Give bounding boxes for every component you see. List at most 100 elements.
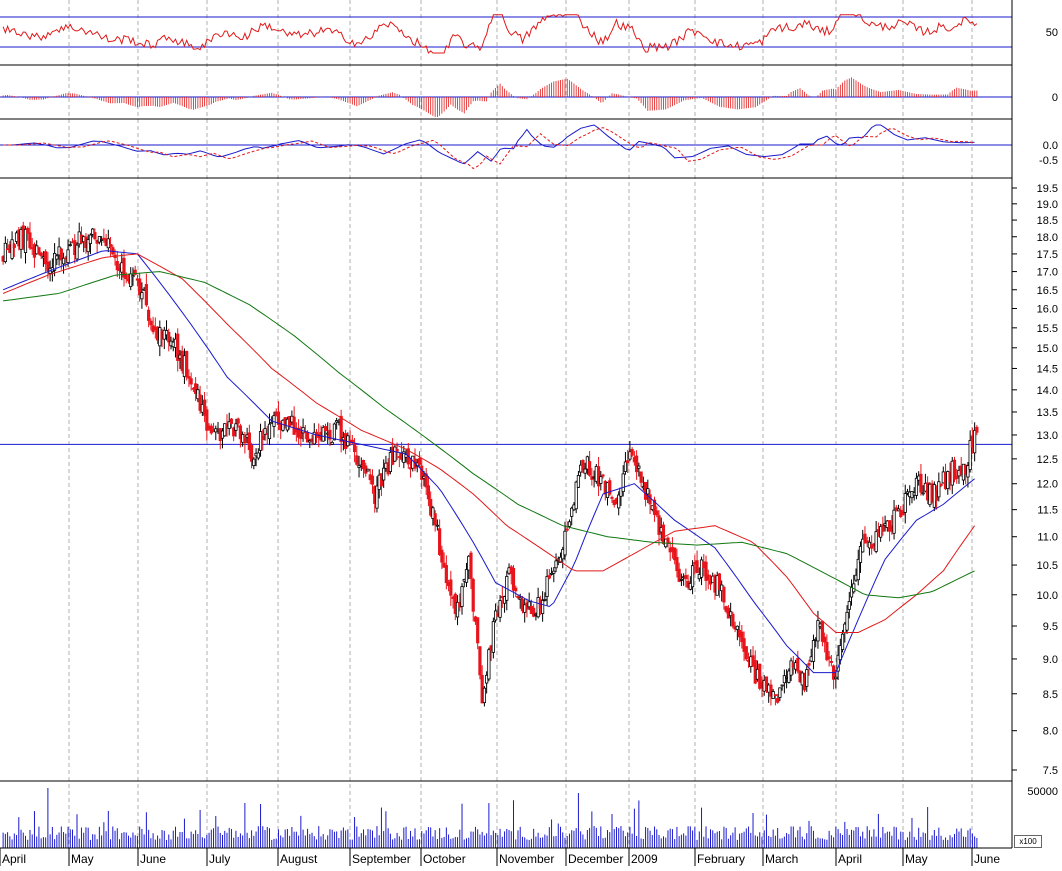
candle-body — [552, 570, 556, 574]
candle-body — [532, 607, 536, 617]
macd-panel — [0, 124, 1012, 170]
candle — [847, 591, 851, 619]
candle — [234, 418, 238, 437]
moving-average-line — [2, 250, 975, 674]
candle — [328, 423, 332, 447]
candle — [433, 510, 437, 532]
candle-body — [332, 423, 337, 441]
candle — [187, 369, 191, 387]
candle — [420, 457, 424, 490]
candle — [840, 629, 845, 653]
candle — [498, 595, 502, 623]
moving-average-line — [2, 253, 976, 633]
candle — [28, 222, 32, 251]
candle — [106, 229, 110, 253]
candle-body — [444, 565, 448, 584]
candle — [476, 617, 480, 650]
candle-body — [205, 409, 209, 431]
candle-body — [258, 431, 263, 451]
candle-body — [305, 432, 310, 443]
candle — [194, 377, 198, 401]
candle — [735, 625, 739, 641]
candle-body — [198, 394, 202, 411]
candle — [675, 548, 679, 578]
candle — [608, 477, 612, 497]
candle — [227, 412, 231, 436]
candle-body — [776, 698, 780, 703]
candle — [532, 604, 536, 618]
price-tick-label: 14.0 — [1037, 385, 1058, 397]
candle — [635, 450, 639, 480]
candle-body — [764, 676, 769, 691]
candle — [652, 496, 657, 522]
candle-body — [209, 425, 213, 434]
candle-body — [856, 558, 860, 581]
candle-body — [610, 497, 614, 499]
candle-body — [581, 459, 585, 470]
candle-body — [10, 239, 14, 259]
candle — [870, 535, 874, 555]
candle — [375, 476, 379, 513]
candle-body — [227, 421, 231, 429]
candle — [952, 456, 957, 483]
candle — [729, 602, 733, 627]
price-tick-label: 11.0 — [1037, 532, 1058, 544]
candle-body — [740, 631, 744, 643]
candle — [881, 516, 885, 536]
candle-body — [460, 586, 464, 607]
candle — [431, 505, 435, 526]
candle-body — [655, 510, 659, 516]
macd-tick-label: 0.0 — [1043, 140, 1058, 152]
candle — [140, 282, 144, 309]
x-tick-label: April — [2, 852, 26, 866]
candle-body — [816, 620, 820, 642]
candle-body — [431, 507, 435, 519]
candle — [75, 242, 79, 262]
candle — [429, 491, 433, 517]
candle-body — [879, 526, 883, 538]
candle-body — [829, 660, 833, 663]
candle-body — [975, 426, 979, 433]
rsi-line — [2, 14, 978, 54]
price-tick-label: 17.5 — [1037, 249, 1058, 261]
candle-body — [147, 309, 151, 321]
candle — [382, 459, 386, 488]
candle-body — [267, 423, 272, 440]
candle — [93, 228, 97, 241]
candle-body — [491, 621, 495, 653]
candle-body — [576, 475, 581, 488]
candle — [679, 573, 683, 586]
candle-body — [93, 232, 97, 240]
candle — [789, 657, 793, 682]
candle-body — [939, 483, 943, 486]
candle — [690, 560, 695, 595]
candle-body — [729, 611, 733, 617]
candle-body — [834, 676, 838, 680]
candle — [147, 306, 151, 328]
candle-body — [223, 423, 227, 437]
candle-body — [648, 494, 652, 505]
candle-body — [588, 461, 592, 476]
candle — [968, 430, 972, 473]
price-tick-label: 7.5 — [1043, 765, 1058, 777]
candle — [209, 423, 213, 435]
candle — [731, 611, 735, 629]
price-tick-label: 16.5 — [1037, 285, 1058, 297]
candle-body — [321, 427, 325, 442]
candle-body — [339, 415, 343, 443]
candle-body — [440, 549, 444, 563]
candle — [623, 452, 628, 475]
candle — [505, 570, 509, 611]
candle — [677, 562, 681, 583]
candle — [198, 385, 202, 414]
candle — [55, 254, 59, 266]
candle-body — [352, 443, 357, 453]
candle-body — [583, 468, 587, 474]
candle-body — [675, 556, 679, 572]
price-tick-label: 8.5 — [1043, 689, 1058, 701]
candle — [695, 550, 699, 574]
candle-body — [66, 249, 70, 263]
candle-body — [75, 244, 79, 260]
candle — [937, 472, 941, 502]
